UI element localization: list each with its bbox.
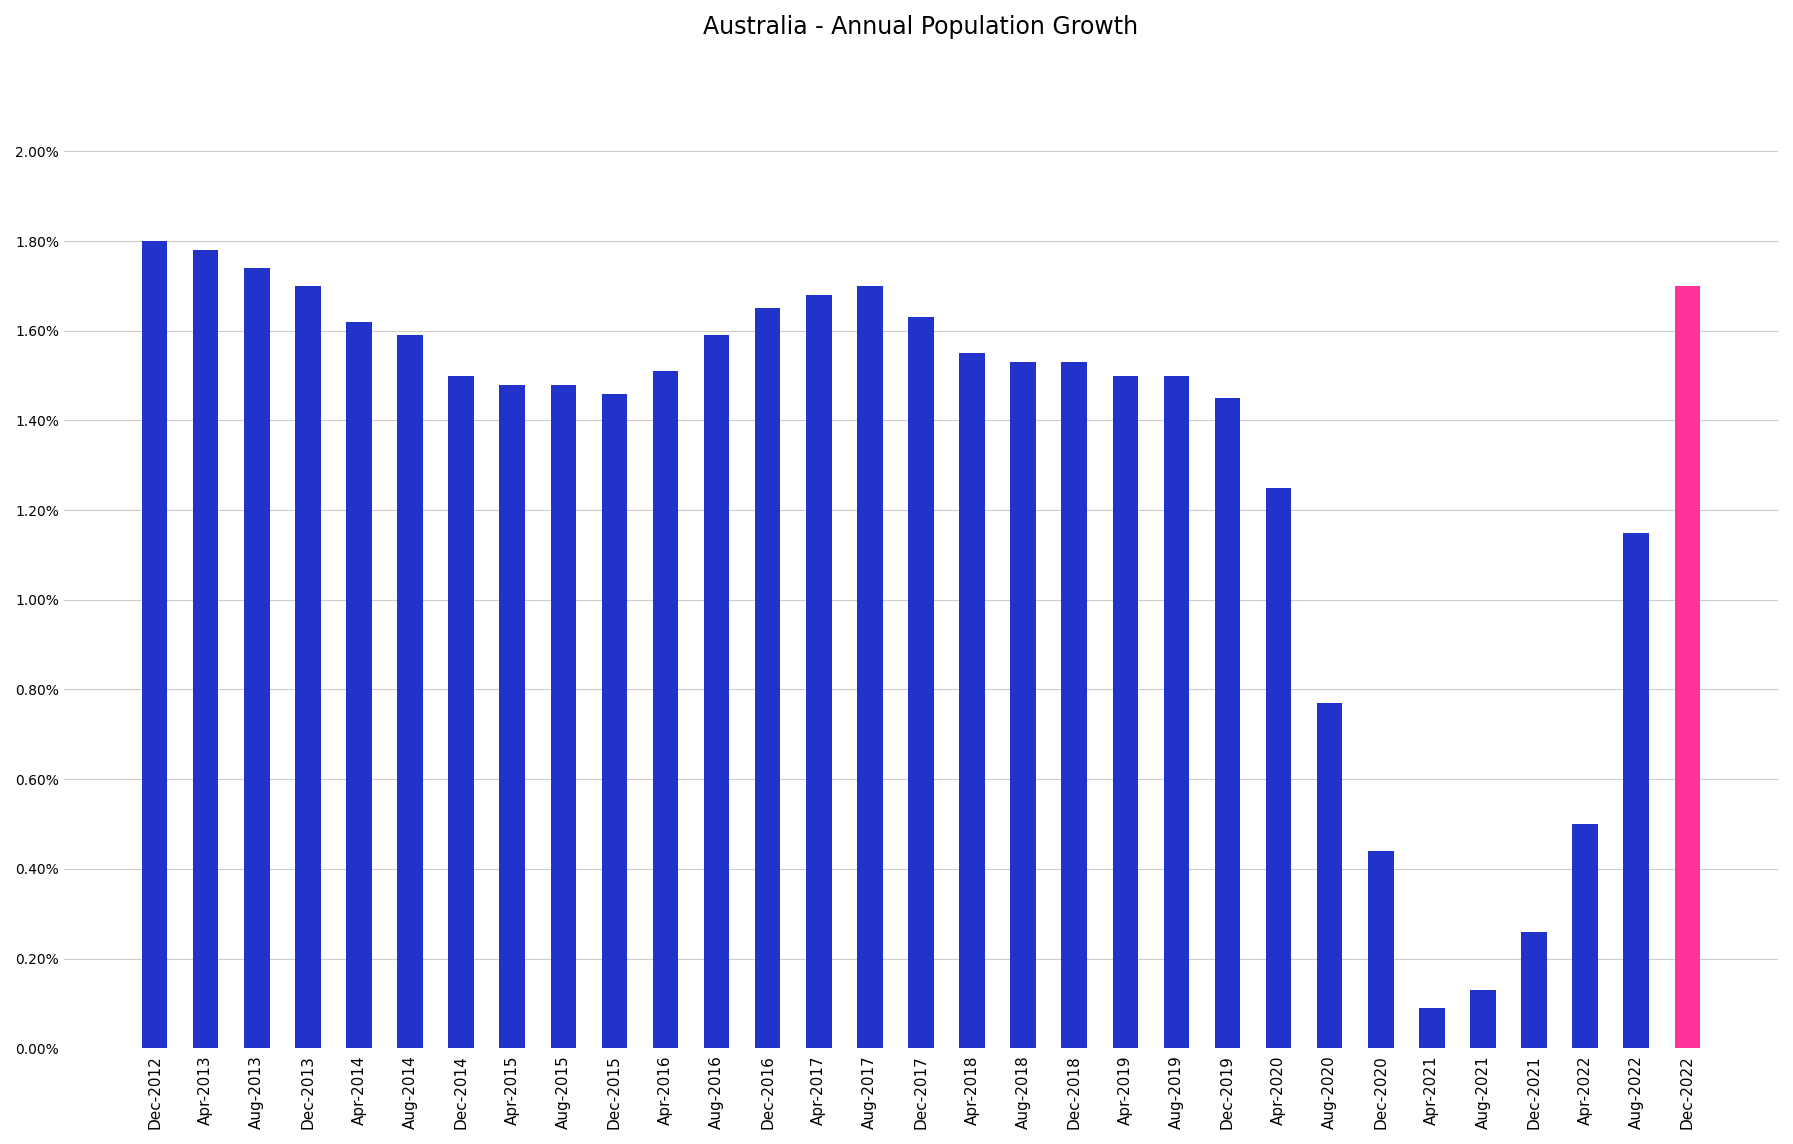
Bar [1675,286,1700,1048]
Bar [1368,851,1393,1048]
Bar [1112,375,1139,1048]
Bar [959,353,984,1048]
Bar [398,335,423,1048]
Bar [550,384,576,1048]
Bar [500,384,525,1048]
Bar [346,321,371,1048]
Bar [1316,702,1343,1048]
Bar [1623,533,1650,1048]
Title: Australia - Annual Population Growth: Australia - Annual Population Growth [703,15,1139,39]
Bar [1572,824,1598,1048]
Bar [857,286,882,1048]
Bar [705,335,730,1048]
Bar [142,241,167,1048]
Bar [1164,375,1189,1048]
Bar [296,286,321,1048]
Bar [1266,487,1291,1048]
Bar [653,371,678,1048]
Bar [602,394,628,1048]
Bar [755,309,780,1048]
Bar [807,295,832,1048]
Bar [448,375,473,1048]
Bar [1061,363,1087,1048]
Bar [1009,363,1036,1048]
Bar [1470,990,1495,1048]
Bar [194,251,219,1048]
Bar [1214,398,1241,1048]
Bar [1418,1008,1445,1048]
Bar [244,268,269,1048]
Bar [909,317,934,1048]
Bar [1520,931,1547,1048]
